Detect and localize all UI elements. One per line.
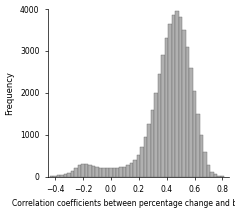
Bar xyxy=(158,74,161,177)
Bar xyxy=(71,171,74,177)
Bar xyxy=(109,168,113,177)
Bar xyxy=(64,174,67,177)
Bar xyxy=(168,24,172,177)
Bar xyxy=(106,168,109,177)
Bar xyxy=(200,135,203,177)
Bar xyxy=(144,137,147,177)
Bar xyxy=(102,168,106,177)
Bar xyxy=(196,114,200,177)
Bar xyxy=(98,168,102,177)
Bar xyxy=(53,175,57,177)
Bar xyxy=(193,91,196,177)
X-axis label: Correlation coefficients between percentage change and baseline: Correlation coefficients between percent… xyxy=(12,199,235,208)
Bar xyxy=(126,165,130,177)
Bar xyxy=(214,174,217,177)
Bar xyxy=(50,176,53,177)
Bar xyxy=(151,110,154,177)
Bar xyxy=(175,11,179,177)
Bar xyxy=(141,147,144,177)
Bar xyxy=(207,165,210,177)
Bar xyxy=(186,47,189,177)
Bar xyxy=(113,168,116,177)
Bar xyxy=(165,38,168,177)
Bar xyxy=(182,30,186,177)
Bar xyxy=(137,155,141,177)
Bar xyxy=(81,163,85,177)
Bar xyxy=(154,93,158,177)
Bar xyxy=(60,175,64,177)
Bar xyxy=(203,152,207,177)
Bar xyxy=(78,165,81,177)
Bar xyxy=(116,168,119,177)
Bar xyxy=(95,167,98,177)
Bar xyxy=(74,168,78,177)
Bar xyxy=(130,163,133,177)
Bar xyxy=(147,124,151,177)
Bar xyxy=(92,166,95,177)
Bar xyxy=(189,68,193,177)
Bar xyxy=(172,15,175,177)
Bar xyxy=(67,173,71,177)
Bar xyxy=(88,165,92,177)
Bar xyxy=(179,17,182,177)
Bar xyxy=(85,164,88,177)
Bar xyxy=(210,172,214,177)
Bar xyxy=(57,175,60,177)
Bar xyxy=(217,176,221,177)
Bar xyxy=(133,160,137,177)
Bar xyxy=(161,55,165,177)
Bar xyxy=(119,167,123,177)
Y-axis label: Frequency: Frequency xyxy=(6,71,15,115)
Bar xyxy=(123,166,126,177)
